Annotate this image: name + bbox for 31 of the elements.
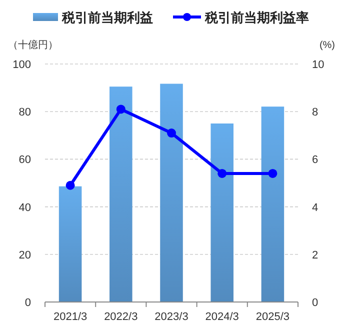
y2-tick-label: 6 [312,154,318,166]
point [66,180,75,190]
bar [110,86,132,302]
bar [58,186,82,302]
y2-tick-label: 4 [312,202,318,214]
x-tick-label: 2023/3 [154,311,188,323]
y-tick-label: 0 [24,297,31,309]
x-tick-label: 2022/3 [104,311,138,323]
y-tick-label: 20 [18,249,31,262]
y-tick-label: 100 [12,59,31,71]
point [167,128,176,138]
y2-tick-label: 2 [312,249,318,262]
x-tick-label: 2024/3 [205,311,239,323]
legend-label: 税引前当期利益率 [204,10,309,25]
point [268,168,278,178]
y2-tick-label: 8 [312,106,318,119]
y2-tick-label: 0 [312,297,318,309]
point [116,104,126,114]
bar [261,106,284,302]
y2-tick-label: 10 [312,59,324,71]
x-tick-label: 2025/3 [256,311,290,323]
x-tick-label: 2021/3 [53,311,88,323]
y-tick-label: 60 [18,154,31,166]
y2-axis-title: (%) [319,40,335,51]
bar [210,124,234,302]
y-axis-title: （十億円） [8,39,58,51]
y-tick-label: 40 [18,202,31,214]
point [218,168,227,178]
bar [160,84,183,302]
y-tick-label: 80 [18,106,31,119]
legend-label: 税引前当期利益 [61,10,153,25]
